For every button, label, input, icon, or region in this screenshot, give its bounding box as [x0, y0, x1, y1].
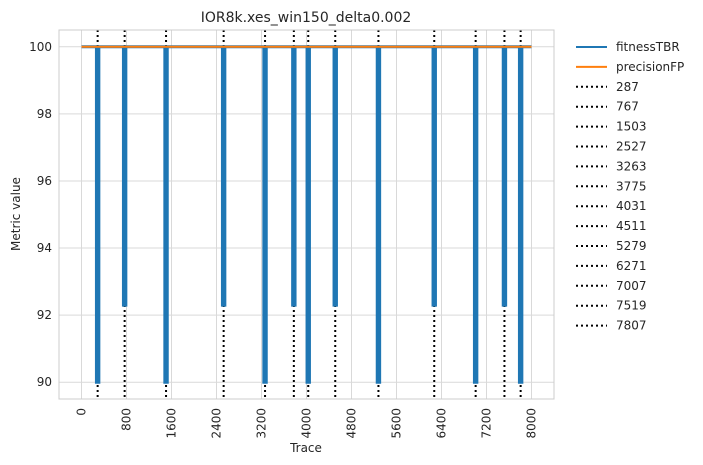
legend-label-7007: 7007 [616, 279, 647, 293]
tick-labels: 0 800 1600 2400 3200 4000 4800 5600 6400 7200 8000… [29, 40, 538, 439]
y-tick-label: 98 [37, 107, 52, 121]
legend-label-3263: 3263 [616, 159, 647, 173]
legend-label-4511: 4511 [616, 219, 647, 233]
x-axis-label: Trace [289, 441, 322, 455]
legend-label-6271: 6271 [616, 259, 647, 273]
x-tick-label: 6400 [435, 408, 449, 439]
x-tick-label: 7200 [480, 408, 494, 439]
x-tick-label: 4800 [345, 408, 359, 439]
y-tick-label: 96 [37, 174, 52, 188]
x-tick-label: 5600 [390, 408, 404, 439]
legend-label-4031: 4031 [616, 199, 647, 213]
legend-label-1503: 1503 [616, 120, 647, 134]
y-tick-label: 94 [37, 241, 52, 255]
x-tick-label: 2400 [210, 408, 224, 439]
y-tick-label: 92 [37, 308, 52, 322]
legend-label-767: 767 [616, 100, 639, 114]
legend-label-7807: 7807 [616, 319, 647, 333]
legend-label-287: 287 [616, 80, 639, 94]
x-tick-label: 3200 [255, 408, 269, 439]
legend-label-precisionFP: precisionFP [616, 60, 684, 74]
y-tick-label: 90 [37, 375, 52, 389]
legend-label-2527: 2527 [616, 140, 647, 154]
y-tick-label: 100 [29, 40, 52, 54]
x-tick-label: 4000 [300, 408, 314, 439]
x-tick-label: 8000 [525, 408, 539, 439]
y-axis-label: Metric value [9, 177, 23, 251]
series [81, 45, 532, 384]
plot-frame [58, 29, 555, 400]
legend-label-5279: 5279 [616, 239, 647, 253]
legend-label-fitnessTBR: fitnessTBR [616, 40, 680, 54]
legend-label-3775: 3775 [616, 179, 647, 193]
x-tick-label: 800 [120, 408, 134, 431]
x-tick-label: 1600 [165, 408, 179, 439]
chart-title: IOR8k.xes_win150_delta0.002 [201, 10, 412, 26]
legend-label-7519: 7519 [616, 299, 647, 313]
legend: fitnessTBR precisionFP 287 767 1503 2527 3263 3… [576, 40, 684, 333]
x-tick-label: 0 [75, 408, 89, 416]
